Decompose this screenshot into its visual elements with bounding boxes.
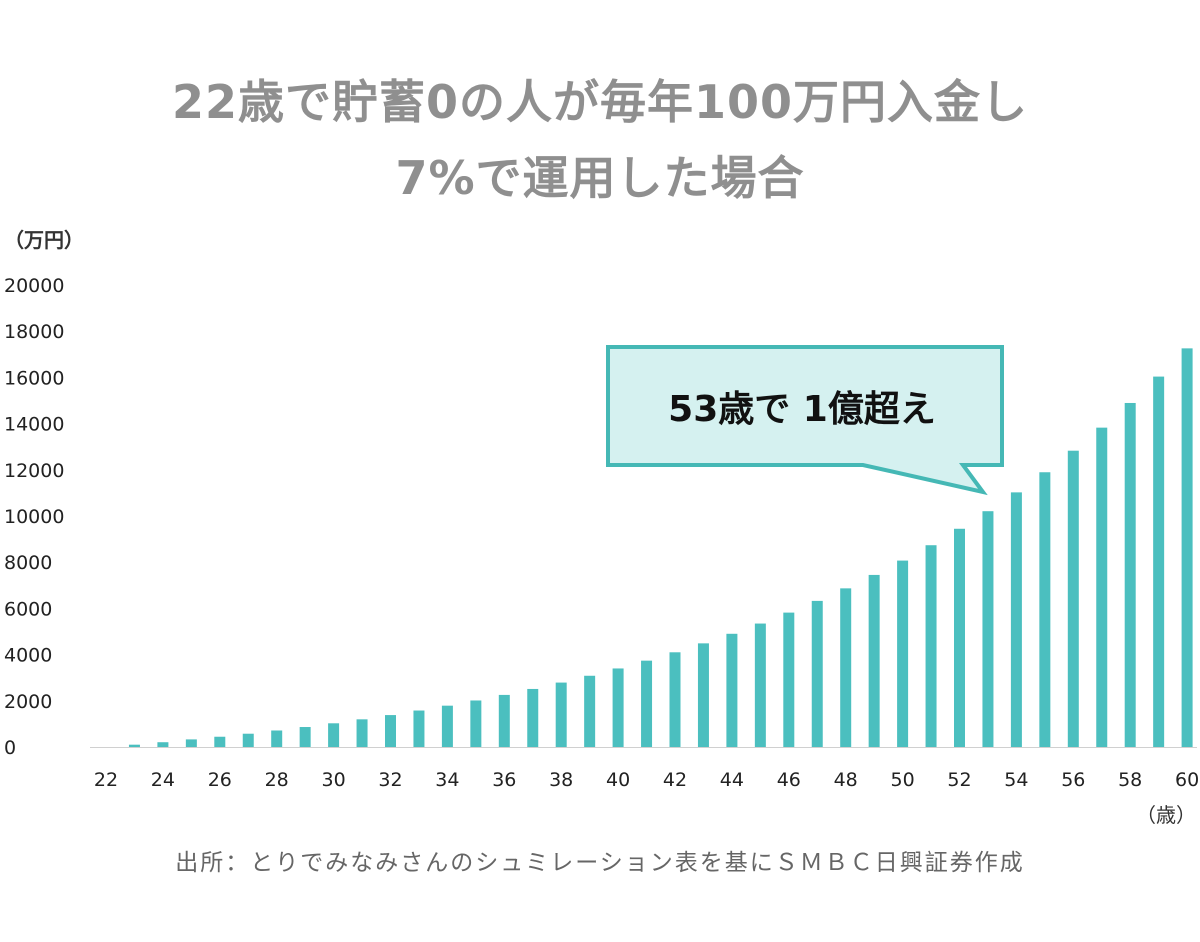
bar-age-35 (470, 700, 482, 747)
x-tick-label: 44 (720, 769, 744, 791)
x-axis-unit-label: （歳） (1136, 803, 1196, 827)
y-tick-label: 14000 (4, 414, 64, 436)
bar-age-45 (754, 623, 766, 747)
x-tick-label: 58 (1118, 769, 1142, 791)
x-tick-label: 22 (94, 769, 118, 791)
bar-age-41 (641, 660, 653, 747)
x-tick-label: 36 (492, 769, 516, 791)
x-tick-label: 32 (378, 769, 402, 791)
bar-age-58 (1124, 402, 1136, 747)
chart-title-line-1: 22歳で貯蓄0の人が毎年100万円入金し (171, 75, 1029, 129)
y-tick-label: 6000 (4, 598, 52, 620)
y-axis-unit-label: （万円） (4, 228, 84, 252)
bar-age-46 (783, 612, 795, 747)
bar-age-37 (527, 688, 539, 747)
bar-age-54 (1010, 492, 1022, 747)
y-tick-label: 18000 (4, 321, 64, 343)
bar-age-57 (1096, 427, 1108, 747)
bar-age-30 (328, 723, 340, 747)
x-tick-label: 28 (265, 769, 289, 791)
bar-age-31 (356, 719, 368, 747)
x-tick-label: 54 (1004, 769, 1028, 791)
y-tick-label: 8000 (4, 552, 52, 574)
x-tick-label: 34 (435, 769, 459, 791)
bars (128, 348, 1193, 747)
bar-age-44 (726, 633, 738, 747)
callout-text: 53歳で 1億超え (668, 389, 936, 430)
bar-age-56 (1067, 450, 1079, 747)
bar-age-51 (925, 545, 937, 747)
callout-bubble (606, 345, 1004, 496)
bar-age-49 (868, 574, 880, 747)
x-tick-label: 50 (891, 769, 915, 791)
x-tick-label: 60 (1175, 769, 1199, 791)
x-axis-ticks: 22 24 26 28 30 32 34 36 38 40 42 44 46 48 50 52 54 56 58 60 (94, 769, 1199, 791)
x-tick-label: 46 (777, 769, 801, 791)
bar-age-36 (498, 694, 510, 747)
bar-age-29 (299, 727, 311, 747)
x-tick-label: 48 (834, 769, 858, 791)
y-tick-label: 4000 (4, 645, 52, 667)
y-tick-label: 20000 (4, 275, 64, 297)
bar-age-27 (242, 733, 254, 747)
chart-title-line-2: 7%で運用した場合 (395, 151, 805, 205)
source-note: 出所：とりでみなみさんのシュミレーション表を基にＳＭＢＣ日興証券作成 (175, 850, 1025, 876)
y-tick-label: 0 (4, 737, 16, 759)
y-tick-label: 16000 (4, 367, 64, 389)
x-tick-label: 56 (1061, 769, 1085, 791)
bar-age-23 (128, 744, 140, 747)
bar-age-43 (697, 643, 709, 747)
bar-age-50 (897, 560, 909, 747)
bar-age-32 (385, 715, 396, 747)
x-tick-label: 24 (151, 769, 175, 791)
y-axis-ticks: 0 2000 4000 6000 8000 10000 12000 14000 16000 180… (4, 275, 64, 759)
bar-age-25 (185, 739, 197, 747)
bar-age-60 (1181, 348, 1193, 747)
x-tick-label: 26 (208, 769, 232, 791)
bar-age-53 (982, 511, 994, 747)
x-tick-label: 38 (549, 769, 573, 791)
bar-age-38 (555, 682, 567, 747)
bar-age-40 (612, 668, 624, 747)
bar-age-55 (1039, 472, 1051, 747)
x-tick-label: 42 (663, 769, 687, 791)
bar-age-42 (669, 652, 681, 747)
x-tick-label: 30 (322, 769, 346, 791)
bar-age-26 (214, 736, 226, 747)
bar-age-24 (157, 742, 169, 747)
bar-age-59 (1153, 376, 1165, 747)
bar-age-39 (584, 675, 596, 747)
x-tick-label: 52 (947, 769, 971, 791)
annotation-callout: 53歳で 1億超え (606, 345, 1004, 496)
bar-age-48 (840, 588, 852, 747)
y-tick-label: 12000 (4, 460, 64, 482)
bar-age-52 (954, 528, 965, 747)
bar-age-28 (271, 730, 283, 747)
y-tick-label: 10000 (4, 506, 64, 528)
x-tick-label: 40 (606, 769, 630, 791)
bar-age-34 (441, 705, 453, 747)
bar-age-47 (811, 600, 823, 747)
y-tick-label: 2000 (4, 691, 52, 713)
bar-age-33 (413, 710, 425, 747)
